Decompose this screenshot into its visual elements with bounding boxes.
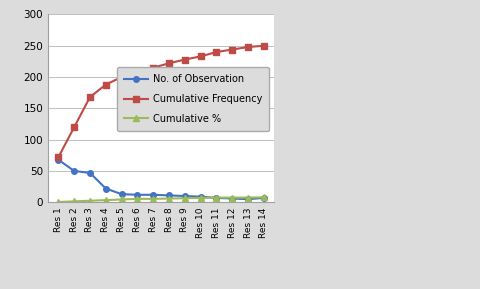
Cumulative Frequency [197,55,203,58]
Cumulative % [71,200,77,203]
Cumulative % [213,196,219,199]
Cumulative Frequency [134,71,140,74]
Cumulative % [166,197,171,200]
Line: Cumulative %: Cumulative % [56,194,266,205]
Cumulative % [55,200,61,204]
No. of Observation [134,193,140,197]
Line: No. of Observation: No. of Observation [56,157,266,202]
Cumulative % [245,196,251,199]
Cumulative Frequency [150,66,156,69]
Cumulative Frequency [55,155,61,159]
No. of Observation [213,196,219,200]
No. of Observation [71,169,77,173]
No. of Observation [103,187,108,190]
Cumulative Frequency [119,75,124,79]
Cumulative % [229,196,235,199]
No. of Observation [55,158,61,162]
Cumulative Frequency [166,62,171,65]
Legend: No. of Observation, Cumulative Frequency, Cumulative %: No. of Observation, Cumulative Frequency… [117,67,269,131]
Cumulative % [181,197,187,200]
No. of Observation [150,193,156,197]
Cumulative Frequency [261,44,266,47]
Cumulative % [150,197,156,201]
No. of Observation [229,197,235,200]
Cumulative Frequency [103,83,108,86]
No. of Observation [181,194,187,198]
No. of Observation [119,192,124,196]
Cumulative Frequency [245,45,251,49]
Cumulative % [119,198,124,201]
No. of Observation [87,171,93,175]
Cumulative Frequency [229,48,235,51]
Cumulative Frequency [87,95,93,99]
Cumulative Frequency [213,50,219,54]
Cumulative Frequency [181,58,187,61]
Cumulative % [261,196,266,199]
Cumulative % [134,197,140,201]
No. of Observation [245,197,251,201]
Cumulative % [197,196,203,200]
No. of Observation [261,196,266,200]
No. of Observation [197,195,203,198]
Cumulative Frequency [71,125,77,129]
Cumulative % [87,199,93,203]
Line: Cumulative Frequency: Cumulative Frequency [56,43,266,160]
Cumulative % [103,198,108,202]
No. of Observation [166,194,171,197]
